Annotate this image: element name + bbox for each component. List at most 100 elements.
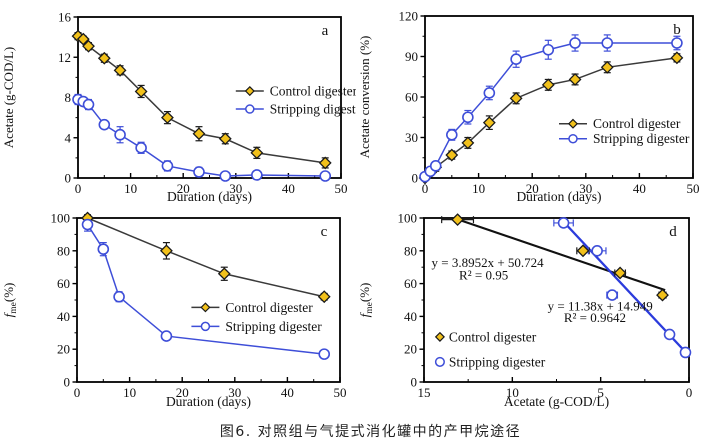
y-tick-label: 8 <box>65 90 72 105</box>
series-circle-markers <box>419 37 683 183</box>
series-line <box>86 224 325 355</box>
x-tick-label: 20 <box>176 385 189 400</box>
circle-marker <box>510 53 522 66</box>
y-tick-label: 0 <box>65 171 72 186</box>
y-tick-label: 30 <box>405 130 418 145</box>
circle-marker <box>446 129 458 141</box>
legend-label: Control digester <box>225 300 313 315</box>
legend-label: Stripping digester <box>449 354 546 369</box>
y-tick-label: 120 <box>399 9 419 24</box>
x-axis-label: Duration (days) <box>166 394 251 409</box>
circle-marker <box>568 133 578 144</box>
diamond-marker <box>656 288 669 302</box>
axis-ticks <box>420 15 694 179</box>
x-tick-label: 5 <box>597 385 604 400</box>
series-line <box>87 217 325 298</box>
circle-marker <box>219 170 232 182</box>
y-tick-label: 20 <box>404 342 417 357</box>
diamond-marker <box>317 290 331 304</box>
error-bars <box>74 31 329 169</box>
diamond-marker <box>76 32 90 46</box>
circle-marker <box>606 289 618 301</box>
circle-marker <box>679 346 692 359</box>
circle-marker <box>542 43 555 56</box>
y-tick-label: 0 <box>412 171 419 186</box>
y-tick-label: 40 <box>57 309 70 324</box>
circle-marker <box>160 330 173 342</box>
legend: Control digester Stripping digester <box>434 329 546 369</box>
circle-marker <box>81 218 94 231</box>
circle-marker <box>251 169 263 181</box>
y-axis-label: fme(%) <box>1 283 19 318</box>
diamond-marker <box>461 136 475 150</box>
legend: Control digester Stripping digester <box>191 300 322 334</box>
diamond-marker <box>82 39 95 53</box>
diamond-marker <box>217 267 231 281</box>
x-tick-label: 0 <box>74 385 81 400</box>
x-axis-label: Duration (days) <box>516 189 601 204</box>
panel-d-chart: 15 10 5 0 0 20 40 60 80 100 Acetate (g-COD/L) fme(%… <box>357 211 692 410</box>
diamond-marker <box>160 244 173 258</box>
x-tick-label: 50 <box>687 181 700 196</box>
x-tick-label: 50 <box>334 385 347 400</box>
panel-a: 0 10 20 30 40 50 0 4 8 12 16 Duration (days) Acetate… <box>1 10 356 205</box>
legend-item: Stripping digester <box>191 319 322 334</box>
error-bars <box>84 214 328 301</box>
y-tick-label: 40 <box>404 309 417 324</box>
circle-marker <box>663 328 676 341</box>
x-tick-label: 10 <box>472 181 485 196</box>
y-tick-label: 100 <box>398 211 418 226</box>
legend-item: Stripping digester <box>559 131 690 146</box>
x-tick-label: 10 <box>506 385 519 400</box>
y-tick-label: 80 <box>57 243 70 258</box>
legend-label: Control digester <box>449 329 537 344</box>
x-tick-label: 30 <box>228 385 241 400</box>
y-tick-label: 16 <box>58 10 72 25</box>
circle-marker <box>114 128 126 141</box>
diamond-marker <box>509 91 523 105</box>
series-circle-markers <box>81 218 331 360</box>
diamond-marker <box>576 244 590 258</box>
diamond-marker <box>541 78 555 92</box>
legend-item: Control digester <box>559 116 681 131</box>
x-axis-label: Acetate (g-COD/L) <box>504 394 609 409</box>
equation-annotation: y = 3.8952x + 50.724 <box>432 255 545 270</box>
panel-b: 0 10 20 30 40 50 0 30 60 90 120 Duration (days) Acet… <box>357 9 700 205</box>
diamond-marker <box>134 85 148 98</box>
series-circle-markers <box>72 93 332 182</box>
legend-item: Stripping digester <box>434 354 546 369</box>
equation-annotation: R² = 0.9642 <box>564 310 626 325</box>
panel-letter: d <box>669 224 677 240</box>
y-tick-label: 60 <box>57 276 70 291</box>
diamond-marker <box>318 156 332 170</box>
x-tick-label: 20 <box>526 181 539 196</box>
axis-ticks <box>72 217 341 383</box>
y-tick-label: 0 <box>64 375 71 390</box>
x-tick-label: 40 <box>281 385 294 400</box>
x-tick-label: 0 <box>422 181 429 196</box>
circle-marker <box>462 111 474 124</box>
diamond-marker <box>250 146 264 160</box>
error-bars <box>421 34 681 179</box>
x-tick-label: 0 <box>75 181 82 196</box>
y-tick-label: 100 <box>51 211 71 226</box>
x-tick-label: 10 <box>124 181 137 196</box>
y-tick-label: 80 <box>404 243 417 258</box>
panel-letter: b <box>673 22 681 38</box>
y-axis-label: Acetate conversion (%) <box>357 36 372 159</box>
y-tick-label: 20 <box>57 342 70 357</box>
circle-marker <box>429 160 442 172</box>
panel-d: 15 10 5 0 0 20 40 60 80 100 Acetate (g-COD/L) fme(%… <box>357 211 692 410</box>
diamond-marker <box>567 118 579 129</box>
diamond-marker <box>218 132 232 146</box>
diamond-marker <box>200 302 211 313</box>
y-tick-label: 90 <box>405 49 418 64</box>
error-bars <box>84 217 328 357</box>
diamond-marker <box>600 60 614 74</box>
equation-annotation: y = 11.38x + 14.949 <box>548 299 653 314</box>
diamond-marker <box>71 29 85 43</box>
legend-item: Control digester <box>235 84 356 99</box>
